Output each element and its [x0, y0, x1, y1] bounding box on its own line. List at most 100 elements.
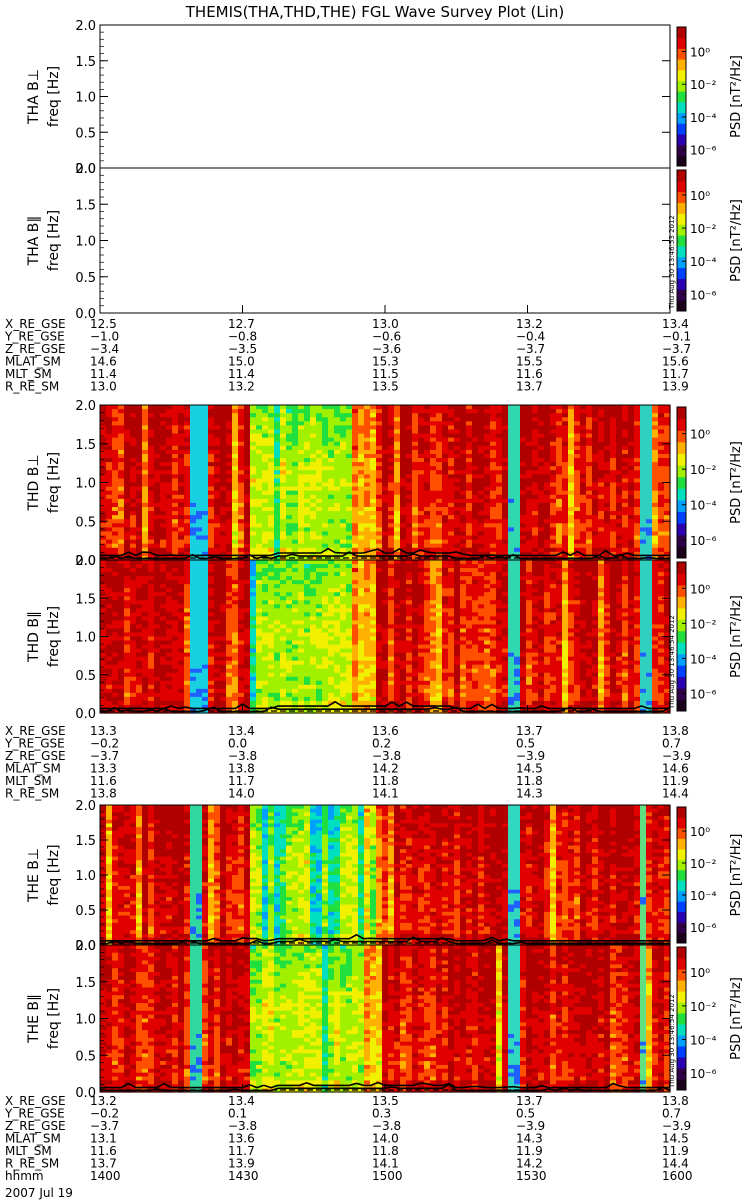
spectrogram-cell: [316, 453, 323, 459]
spectrogram-cell: [112, 482, 119, 488]
spectrogram-cell: [478, 511, 485, 516]
spectrogram-cell: [574, 523, 581, 528]
spectrogram-cell: [220, 482, 227, 488]
spectrogram-cell: [118, 600, 125, 605]
spectrogram-cell: [406, 519, 413, 524]
spectrogram-cell: [322, 523, 329, 528]
spectrogram-cell: [184, 523, 191, 528]
spectrogram-cell: [298, 474, 305, 480]
spectrogram-cell: [340, 523, 347, 528]
spectrogram-cell: [310, 409, 317, 414]
spectrogram-cell: [292, 441, 299, 447]
spectrogram-cell: [106, 429, 113, 435]
spectrogram-cell: [592, 405, 599, 410]
spectrogram-cell: [460, 506, 467, 512]
spectrogram-cell: [208, 421, 215, 426]
spectrogram-cell: [298, 458, 305, 463]
spectrogram-cell: [520, 425, 527, 431]
spectrogram-cell: [184, 632, 191, 638]
spectrogram-cell: [214, 515, 221, 520]
spectrogram-cell: [508, 535, 515, 541]
spectrogram-cell: [628, 527, 635, 533]
spectrogram-cell: [142, 656, 149, 662]
spectrogram-cell: [490, 470, 497, 475]
spectrogram-cell: [304, 478, 311, 484]
spectrogram-cell: [136, 648, 143, 654]
spectrogram-cell: [310, 449, 317, 455]
spectrogram-cell: [616, 466, 623, 471]
spectrogram-cell: [202, 474, 209, 480]
spectrogram-cell: [100, 531, 107, 537]
spectrogram-cell: [532, 490, 539, 496]
spectrogram-cell: [262, 453, 269, 459]
spectrogram-cell: [274, 511, 281, 516]
spectrogram-cell: [388, 515, 395, 520]
spectrogram-cell: [574, 531, 581, 537]
spectrogram-cell: [244, 572, 251, 577]
spectrogram-cell: [268, 700, 275, 706]
spectrogram-cell: [256, 596, 263, 601]
spectrogram-cell: [316, 474, 323, 480]
spectrogram-cell: [490, 466, 497, 471]
spectrogram-cell: [316, 478, 323, 484]
spectrogram-cell: [442, 429, 449, 435]
spectrogram-cell: [124, 478, 131, 484]
spectrogram-cell: [136, 568, 143, 573]
spectrogram-cell: [238, 596, 245, 601]
spectrogram-cell: [244, 592, 251, 597]
spectrogram-cell: [208, 462, 215, 467]
spectrogram-cell: [556, 409, 563, 414]
spectrogram-cell: [112, 632, 119, 638]
spectrogram-cell: [238, 584, 245, 589]
spectrogram-cell: [208, 458, 215, 463]
spectrogram-cell: [202, 453, 209, 459]
spectrogram-cell: [328, 449, 335, 455]
spectrogram-cell: [202, 656, 209, 662]
spectrogram-cell: [418, 421, 425, 426]
spectrogram-cell: [148, 539, 155, 545]
spectrogram-cell: [148, 409, 155, 414]
spectrogram-cell: [238, 640, 245, 646]
spectrogram-cell: [106, 478, 113, 484]
spectrogram-cell: [550, 551, 557, 557]
spectrogram-cell: [532, 486, 539, 492]
spectrogram-cell: [268, 676, 275, 682]
spectrogram-cell: [322, 429, 329, 435]
spectrogram-cell: [202, 466, 209, 471]
spectrogram-cell: [424, 449, 431, 455]
spectrogram-cell: [250, 568, 257, 573]
spectrogram-cell: [460, 547, 467, 553]
spectrogram-cell: [106, 560, 113, 565]
spectrogram-cell: [292, 531, 299, 537]
spectrogram-cell: [112, 519, 119, 524]
spectrogram-cell: [256, 620, 263, 626]
spectrogram-cell: [550, 466, 557, 471]
spectrogram-cell: [436, 555, 443, 561]
spectrogram-cell: [478, 470, 485, 475]
spectrogram-cell: [160, 453, 167, 459]
spectrogram-cell: [220, 676, 227, 682]
spectrogram-cell: [376, 429, 383, 435]
spectrogram-cell: [196, 429, 203, 435]
spectrogram-cell: [178, 592, 185, 597]
spectrogram-cell: [418, 535, 425, 541]
spectrogram-cell: [268, 644, 275, 650]
spectrogram-cell: [550, 417, 557, 422]
spectrogram-cell: [118, 409, 125, 414]
spectrogram-cell: [514, 515, 521, 520]
spectrogram-cell: [412, 425, 419, 431]
spectrogram-cell: [376, 458, 383, 463]
spectrogram-cell: [316, 433, 323, 439]
spectrogram-cell: [268, 494, 275, 500]
spectrogram-cell: [106, 704, 113, 710]
spectrogram-cell: [580, 429, 587, 435]
spectrogram-cell: [382, 429, 389, 435]
spectrogram-cell: [292, 405, 299, 410]
spectrogram-cell: [610, 453, 617, 459]
spectrogram-cell: [172, 612, 179, 617]
spectrogram-cell: [124, 652, 131, 658]
spectrogram-cell: [154, 572, 161, 577]
spectrogram-cell: [136, 466, 143, 471]
spectrogram-cell: [292, 417, 299, 422]
spectrogram-cell: [574, 482, 581, 488]
